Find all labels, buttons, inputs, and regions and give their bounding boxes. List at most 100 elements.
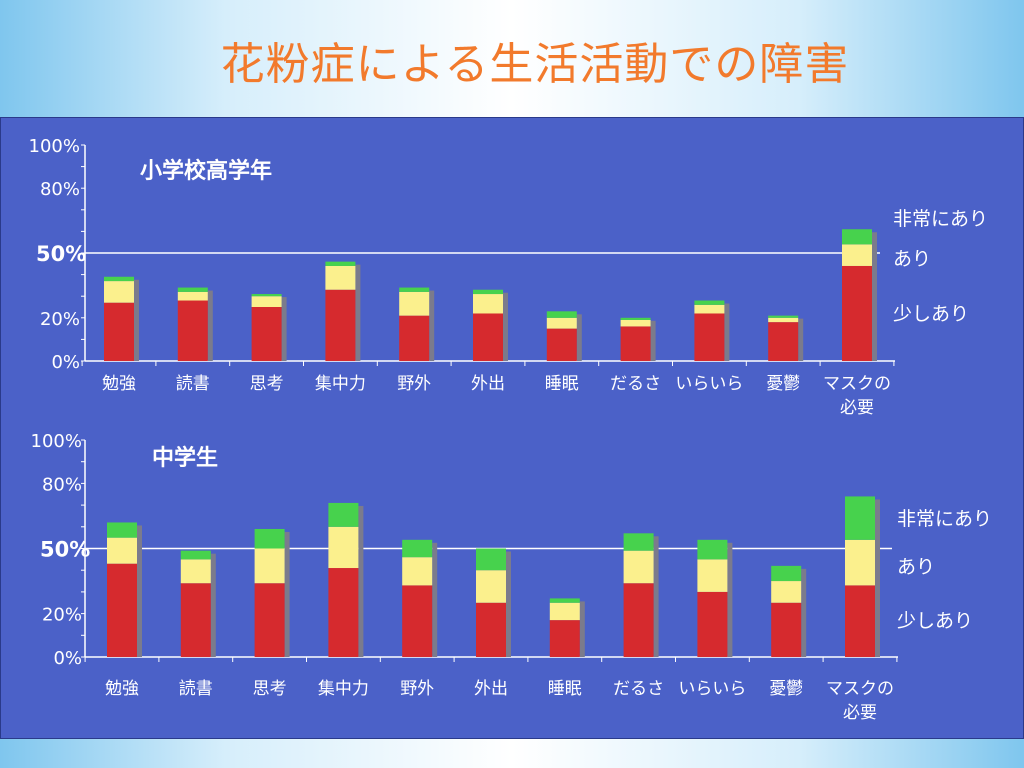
chart1-category-label: だるさ [610, 374, 661, 394]
chart1-bar-severe [546, 311, 577, 318]
chart2-bar-severe [697, 539, 728, 560]
chart2-ytick-label-50: 50% [40, 538, 90, 562]
chart1-ytick-label-50: 50% [36, 242, 86, 266]
chart2-ytick-label: 100% [31, 431, 82, 452]
chart2-bar-mild [402, 585, 433, 657]
chart2-bar-side [358, 505, 364, 657]
chart2-bar-moderate [771, 581, 802, 603]
chart1-bar-side [355, 264, 361, 361]
chart1-bar-side [576, 314, 582, 361]
chart2-bar-side [284, 531, 290, 657]
chart2-category-label: 外出 [474, 679, 508, 699]
chart2-bar-mild [107, 563, 137, 657]
chart2-category-label: だるさ [613, 679, 664, 699]
chart1-ytick-label: 100% [29, 136, 80, 157]
chart1-category-label: 外出 [471, 374, 505, 394]
chart1-bar-mild [842, 265, 872, 361]
chart2-bar-side [875, 499, 880, 657]
chart2-category-label: 憂鬱 [769, 679, 803, 699]
chart2-ytick-label: 20% [42, 605, 82, 626]
chart2-bar-mild [623, 583, 654, 657]
chart1-bar-severe [325, 261, 356, 266]
chart1-bar-severe [473, 289, 503, 295]
chart2-bar-severe [549, 598, 580, 603]
chart1-bar-moderate [177, 291, 208, 301]
chart1-bar-severe [694, 300, 725, 305]
chart2-bar-side [801, 568, 807, 657]
chart1-bar-mild [251, 307, 282, 361]
chart1-ytick-label: 80% [40, 179, 80, 200]
chart1-bar-moderate [251, 296, 282, 307]
chart2-bar-severe [476, 548, 506, 571]
chart1-category-label: 野外 [397, 374, 431, 394]
chart1-bar-severe [251, 294, 282, 297]
chart2-bar-mild [771, 602, 802, 657]
chart1-bar-mild [473, 313, 503, 361]
chart2-bar-side [727, 542, 733, 657]
chart1-bar-side [134, 279, 139, 361]
chart1-bar-mild [694, 313, 725, 361]
chart2-bar-severe [623, 533, 654, 551]
chart2-bar-mild [254, 583, 285, 657]
chart2-bar-side [653, 536, 659, 657]
chart1-bar-side [724, 303, 730, 361]
chart2-category-label: 思考 [253, 679, 287, 699]
chart2-category-label: マスクの [826, 679, 894, 699]
chart2-bar-mild [549, 620, 580, 657]
chart2-bar-mild [476, 602, 506, 657]
chart1-bar-side [872, 232, 877, 361]
chart2-bar-moderate [254, 548, 285, 584]
chart1-category-label: 睡眠 [545, 374, 579, 394]
chart1-bar-moderate [546, 317, 577, 329]
chart2-title: 中学生 [152, 445, 218, 471]
chart1-bar-moderate [694, 304, 725, 314]
chart1-bar-moderate [620, 319, 651, 327]
chart2-bar-severe [328, 502, 359, 527]
chart2-bar-moderate [549, 602, 580, 621]
chart1-legend-moderate: あり [893, 248, 931, 270]
chart2-category-label: 集中力 [318, 679, 369, 699]
chart2-bar-moderate [476, 570, 506, 603]
chart2-legend-mild: 少しあり [897, 610, 973, 632]
chart1-bar-mild [620, 326, 651, 361]
chart2-bar-severe [180, 550, 211, 560]
chart1-ytick-label: 20% [40, 309, 80, 330]
chart1-legend-mild: 少しあり [893, 303, 969, 325]
chart1-bar-mild [104, 302, 134, 361]
chart1-category-label: 思考 [250, 374, 284, 394]
chart1-bar-moderate [768, 317, 799, 323]
chart1-legend-severe: 非常にあり [893, 208, 988, 230]
chart2-bar-severe [254, 528, 285, 549]
chart2-bar-moderate [180, 559, 211, 584]
chart1-bar-mild [177, 300, 208, 361]
chart2-ytick-label: 80% [42, 474, 82, 495]
chart2-bar-side [137, 525, 142, 657]
chart1-bar-side [281, 297, 287, 361]
chart2-bar-mild [697, 591, 728, 657]
chart2-bar-side [432, 542, 438, 657]
chart1-bar-side [798, 318, 804, 361]
chart1-category-label: マスクの [823, 374, 891, 394]
chart2-bar-moderate [107, 537, 137, 564]
chart2-bar-severe [107, 522, 137, 538]
chart2-bar-moderate [623, 550, 654, 584]
chart1-bar-moderate [325, 265, 356, 290]
chart2-bar-severe [845, 496, 875, 540]
chart2-legend-moderate: あり [897, 556, 935, 578]
chart2-bar-mild [845, 585, 875, 657]
chart1-bar-moderate [473, 294, 503, 314]
chart1-category-label: 読書 [176, 374, 210, 394]
chart1-category-label: 勉強 [102, 374, 136, 394]
chart1-ytick-label: 0% [51, 352, 80, 373]
chart2-category-label: いらいら [678, 679, 746, 699]
chart2-bar-side [579, 601, 585, 657]
chart1-bar-moderate [399, 291, 430, 316]
chart1-bar-mild [768, 322, 799, 361]
chart1-bar-severe [177, 287, 208, 292]
chart1-category-label: 必要 [840, 398, 874, 418]
slide-title: 花粉症による生活活動での障害 [220, 39, 850, 90]
chart2-bar-side [506, 551, 511, 657]
chart1-bar-side [429, 290, 435, 361]
chart1-bar-severe [104, 276, 134, 282]
